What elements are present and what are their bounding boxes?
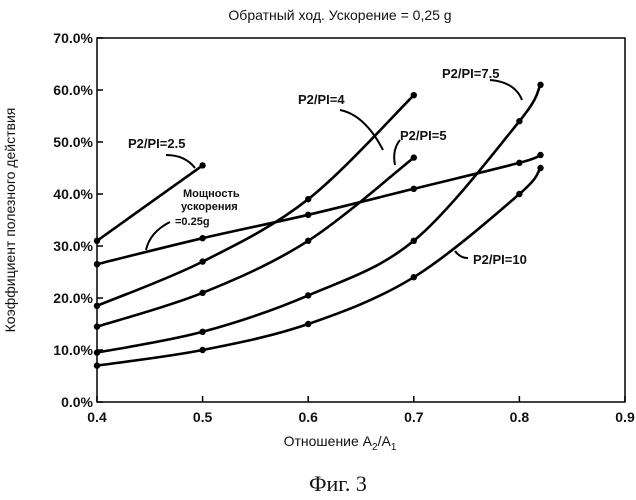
annotation-power-1: Мощность bbox=[183, 188, 240, 200]
leader-p4 bbox=[340, 110, 383, 150]
annotation-p25: P2/PI=2.5 bbox=[128, 136, 185, 151]
y-tick-label: 20.0% bbox=[53, 290, 93, 306]
x-axis-label: Отношение A2/A1 bbox=[284, 433, 397, 453]
data-point bbox=[411, 274, 417, 280]
data-point bbox=[411, 154, 417, 160]
data-point bbox=[516, 191, 522, 197]
data-point bbox=[305, 196, 311, 202]
data-point bbox=[305, 238, 311, 244]
x-axis-label-main: Отношение A bbox=[284, 433, 373, 449]
series-3 bbox=[94, 82, 544, 356]
annotation-power-2: ускорения bbox=[181, 201, 238, 213]
x-tick-label: 0.9 bbox=[615, 409, 635, 425]
series-line bbox=[97, 85, 541, 353]
x-axis-label-sub-1: 1 bbox=[391, 442, 397, 453]
data-point bbox=[305, 321, 311, 327]
annotation-p5: P2/PI=5 bbox=[400, 128, 447, 143]
annotation-p4: P2/PI=4 bbox=[298, 92, 345, 107]
x-tick-label: 0.5 bbox=[193, 409, 213, 425]
data-point bbox=[305, 292, 311, 298]
data-point bbox=[516, 160, 522, 166]
data-point bbox=[94, 323, 100, 329]
leader-p25 bbox=[166, 155, 195, 168]
x-tick-label: 0.8 bbox=[510, 409, 530, 425]
series-2 bbox=[94, 154, 417, 329]
data-point bbox=[411, 186, 417, 192]
data-point bbox=[199, 329, 205, 335]
y-tick-label: 40.0% bbox=[53, 186, 93, 202]
data-point bbox=[199, 347, 205, 353]
annotation-power-3: =0.25g bbox=[175, 216, 210, 228]
data-point bbox=[199, 258, 205, 264]
data-point bbox=[94, 238, 100, 244]
y-tick-label: 50.0% bbox=[53, 134, 93, 150]
data-point bbox=[94, 303, 100, 309]
figure-caption: Фиг. 3 bbox=[309, 471, 367, 496]
annotation-p75: P2/PI=7.5 bbox=[442, 66, 499, 81]
leader-p5 bbox=[394, 140, 400, 165]
data-point bbox=[411, 238, 417, 244]
y-tick-label: 0.0% bbox=[61, 394, 93, 410]
x-tick-label: 0.7 bbox=[404, 409, 424, 425]
data-point bbox=[199, 235, 205, 241]
series-5 bbox=[94, 152, 544, 268]
y-tick-label: 70.0% bbox=[53, 30, 93, 46]
data-point bbox=[537, 82, 543, 88]
data-point bbox=[537, 165, 543, 171]
y-tick-label: 60.0% bbox=[53, 82, 93, 98]
data-point bbox=[94, 349, 100, 355]
x-axis-ticks: 0.4 0.5 0.6 0.7 0.8 0.9 bbox=[87, 396, 635, 425]
annotation-p10: P2/PI=10 bbox=[473, 252, 527, 267]
series-line bbox=[97, 155, 541, 264]
leader-p10 bbox=[455, 251, 468, 258]
series-layer bbox=[94, 82, 544, 369]
x-tick-label: 0.6 bbox=[298, 409, 318, 425]
data-point bbox=[305, 212, 311, 218]
data-point bbox=[199, 290, 205, 296]
y-tick-label: 10.0% bbox=[53, 342, 93, 358]
data-point bbox=[537, 152, 543, 158]
y-axis-label: Коэффициент полезного действия bbox=[2, 108, 18, 333]
data-point bbox=[516, 118, 522, 124]
leader-p75 bbox=[490, 80, 522, 100]
data-point bbox=[94, 362, 100, 368]
data-point bbox=[94, 261, 100, 267]
chart-title: Обратный ход. Ускорение = 0,25 g bbox=[228, 7, 451, 23]
y-tick-label: 30.0% bbox=[53, 238, 93, 254]
x-axis-label-mid: /A bbox=[378, 433, 392, 449]
data-point bbox=[411, 92, 417, 98]
data-point bbox=[199, 162, 205, 168]
x-tick-label: 0.4 bbox=[87, 409, 107, 425]
